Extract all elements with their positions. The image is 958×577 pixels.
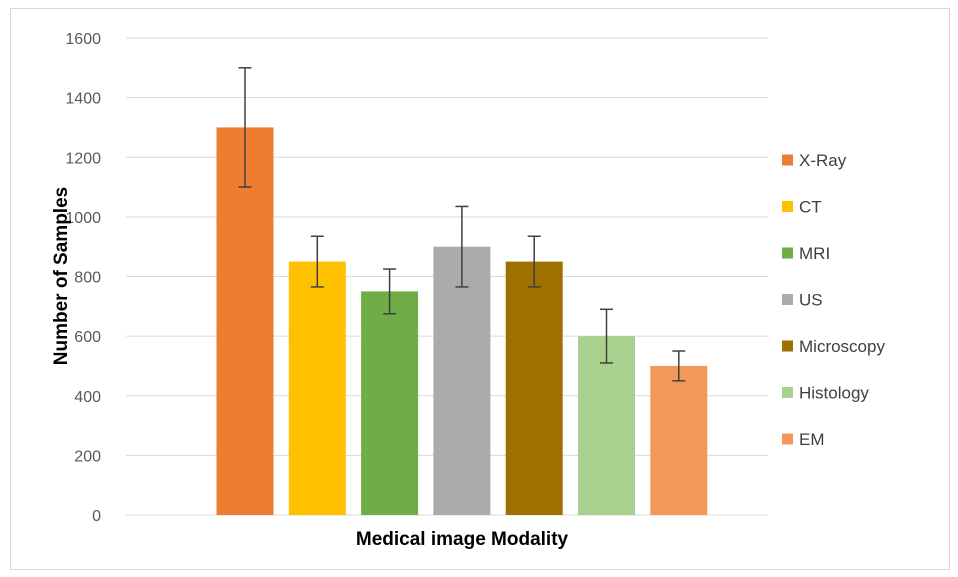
bars — [216, 127, 708, 515]
legend-label: MRI — [799, 244, 830, 263]
legend-label: US — [799, 291, 823, 310]
y-axis-title: Number of Samples — [51, 187, 72, 365]
bar-us — [433, 246, 491, 515]
y-tick-label: 200 — [74, 448, 101, 465]
y-tick-label: 0 — [92, 508, 101, 525]
bar-histology — [578, 336, 635, 515]
legend-swatch — [782, 201, 793, 212]
legend-swatch — [782, 387, 793, 398]
legend-swatch — [782, 294, 793, 305]
y-axis-tick-labels: 0 200 400 600 800 1000 1200 1400 1600 — [65, 31, 101, 525]
legend-label: CT — [799, 198, 822, 217]
bar-mri — [361, 291, 419, 515]
y-tick-label: 1200 — [65, 150, 101, 167]
y-tick-label: 400 — [74, 389, 101, 406]
legend-swatch — [782, 247, 793, 259]
legend: X-Ray CT MRI US Microscopy Histology EM — [782, 151, 885, 449]
legend-label: Histology — [799, 384, 869, 403]
bar-ct — [288, 261, 346, 515]
legend-swatch — [782, 340, 793, 352]
bar-x-ray — [216, 127, 274, 515]
legend-label: Microscopy — [799, 337, 885, 356]
legend-label: EM — [799, 430, 825, 449]
y-tick-label: 1400 — [65, 91, 101, 108]
error-bars — [238, 67, 686, 382]
legend-swatch — [782, 154, 793, 166]
y-tick-label: 800 — [74, 270, 101, 287]
x-axis-title: Medical image Modality — [356, 529, 569, 550]
y-tick-label: 1000 — [65, 210, 101, 227]
legend-swatch — [782, 433, 793, 445]
legend-label: X-Ray — [799, 151, 847, 170]
y-tick-label: 1600 — [65, 31, 101, 48]
bar-microscopy — [505, 261, 563, 515]
y-tick-label: 600 — [74, 329, 101, 346]
bar-em — [650, 365, 708, 515]
